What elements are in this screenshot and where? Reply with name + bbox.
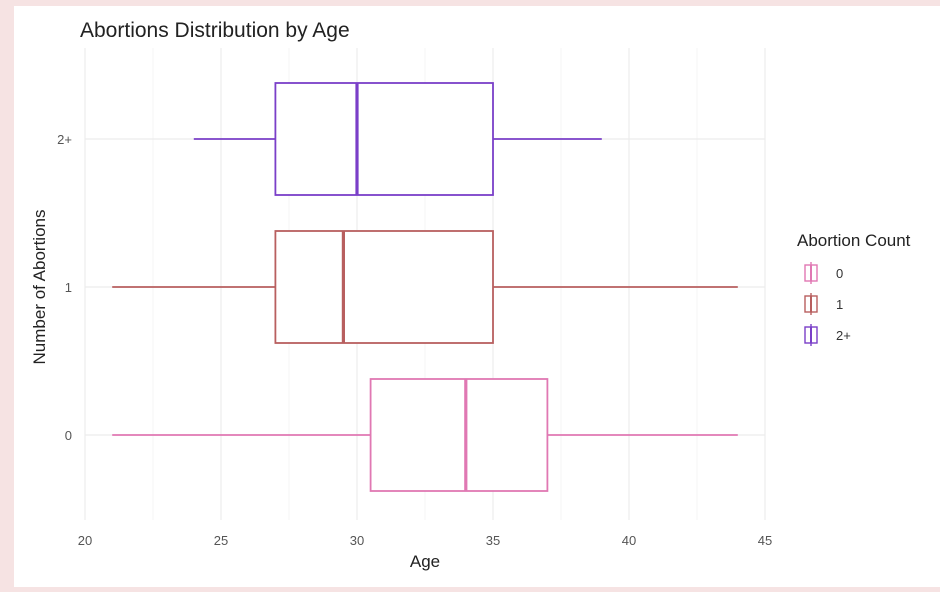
legend-label: 0 <box>836 266 843 281</box>
legend-title: Abortion Count <box>797 231 911 250</box>
x-tick-label: 25 <box>214 533 228 548</box>
x-tick-label: 35 <box>486 533 500 548</box>
y-tick-label: 0 <box>65 428 72 443</box>
legend-item-2+: 2+ <box>804 324 851 346</box>
y-tick-label: 1 <box>65 280 72 295</box>
legend-item-0: 0 <box>804 262 843 284</box>
y-axis-label: Number of Abortions <box>30 210 49 365</box>
x-tick-label: 45 <box>758 533 772 548</box>
x-tick-label: 20 <box>78 533 92 548</box>
box-0 <box>112 378 738 492</box>
axes: 20 25 30 35 40 45 0 1 2+ <box>57 132 772 548</box>
iqr-box <box>274 82 494 196</box>
chart-title: Abortions Distribution by Age <box>80 19 350 42</box>
legend-item-1: 1 <box>804 293 843 315</box>
legend: Abortion Count 0 1 2+ <box>797 231 911 346</box>
x-tick-label: 40 <box>622 533 636 548</box>
boxes <box>112 82 738 492</box>
iqr-box <box>369 378 549 492</box>
legend-label: 2+ <box>836 328 851 343</box>
x-axis-label: Age <box>410 552 440 571</box>
x-tick-label: 30 <box>350 533 364 548</box>
box-2+ <box>193 82 602 196</box>
box-1 <box>112 230 738 344</box>
iqr-box <box>274 230 494 344</box>
y-tick-label: 2+ <box>57 132 72 147</box>
legend-label: 1 <box>836 297 843 312</box>
